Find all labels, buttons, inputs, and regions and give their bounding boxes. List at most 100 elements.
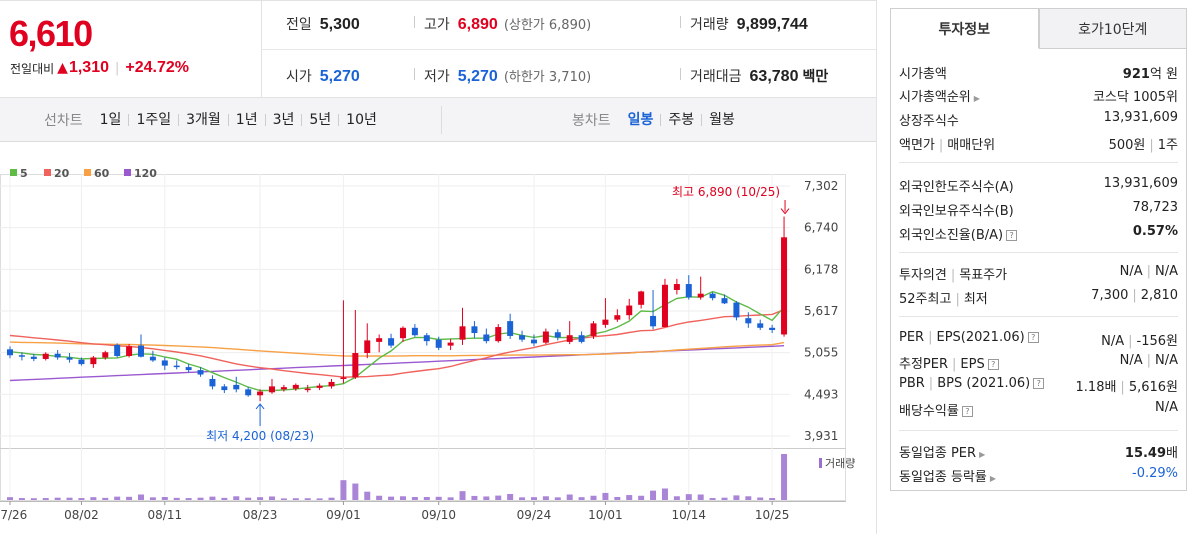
volume-bar [245, 497, 252, 500]
x-tick-label: 10/25 [755, 508, 790, 522]
section-divider [899, 252, 1178, 253]
legend-label: 60 [94, 167, 110, 180]
legend-label: 5 [20, 167, 28, 180]
period-3m[interactable]: 3개월 [178, 113, 228, 127]
volume-bar [221, 497, 228, 500]
est-per-label: 추정PER [899, 357, 949, 372]
period-1y[interactable]: 1년 [227, 113, 265, 127]
dividend-value: N/A [1155, 400, 1178, 415]
sector-change-row[interactable]: 동일업종 등락률 ▶ -0.29% [899, 466, 1178, 485]
high-annotation: 최고 6,890 (10/25) [672, 185, 780, 199]
y-tick-label: 6,740 [804, 221, 838, 235]
candle-body [411, 327, 418, 336]
est-eps-label: EPS [960, 357, 985, 372]
section-divider [899, 162, 1178, 163]
candle-body [733, 302, 740, 318]
legend-swatch [10, 169, 17, 176]
volume-bar [530, 497, 537, 500]
candle-body [709, 293, 716, 299]
volume-bar [578, 497, 585, 500]
candle-body [18, 355, 25, 357]
volume-bar [733, 495, 740, 500]
volume-bar [209, 496, 216, 500]
volume-bar [399, 496, 406, 500]
foreign-limit-label: 외국인한도주식수(A) [899, 180, 1014, 195]
period-weekly[interactable]: 주봉 [660, 113, 701, 127]
period-10y[interactable]: 10년 [338, 113, 384, 127]
lower-limit: (하한가 3,710) [503, 70, 592, 85]
period-daily[interactable]: 일봉 [627, 112, 654, 128]
candle-body [650, 315, 657, 327]
sector-per-row[interactable]: 동일업종 PER ▶ 15.49배 [899, 442, 1178, 461]
pbr-row: PBR | BPS (2021.06)? 1.18배 | 5,616원 [899, 376, 1178, 395]
x-tick-label: 08/02 [64, 508, 99, 522]
opinion-label: 투자의견 [899, 268, 947, 283]
prev-close-label: 전일 [286, 17, 312, 33]
info-body: 시가총액 921억 원 시가총액순위 ▶ 코스닥 1005위 상장주식수 13,9… [890, 48, 1187, 491]
volume-bar [7, 497, 13, 500]
candle-body [507, 321, 514, 336]
candle-chart-group: 봉차트 일봉 주봉 월봉 [572, 98, 742, 142]
low-arrow-icon [255, 403, 265, 410]
investment-info-panel: 투자정보 호가10단계 시가총액 921억 원 시가총액순위 ▶ 코스닥 1005… [876, 0, 1193, 534]
candle-body [30, 356, 37, 359]
volume-bar [638, 495, 645, 500]
candle-body [423, 335, 430, 342]
w52-low-label: 최저 [963, 292, 988, 307]
candle-body [471, 326, 478, 333]
candle-body [78, 359, 85, 365]
foreign-hold-label: 외국인보유주식수(B) [899, 204, 1014, 219]
volume-bar [519, 497, 526, 500]
volume-bar [388, 496, 395, 500]
market-cap-rank-row[interactable]: 시가총액순위 ▶ 코스닥 1005위 [899, 86, 1178, 105]
period-3y[interactable]: 3년 [264, 113, 302, 127]
candle-body [316, 385, 323, 388]
divider [680, 16, 681, 28]
x-tick-label: 09/24 [517, 508, 552, 522]
period-1d[interactable]: 1일 [99, 112, 122, 128]
volume-bar [507, 493, 514, 500]
help-icon[interactable]: ? [987, 359, 999, 370]
par-value-label: 액면가 [899, 138, 935, 153]
candle-body [745, 318, 752, 324]
high-arrow-icon [780, 208, 790, 215]
candle-body [185, 367, 192, 371]
market-cap-label: 시가총액 [899, 67, 947, 82]
divider [680, 68, 681, 80]
volume-bar [673, 496, 680, 500]
tab-orderbook[interactable]: 호가10단계 [1038, 8, 1187, 49]
sector-per-unit: 배 [1166, 446, 1178, 461]
y-tick-label: 4,493 [804, 387, 838, 401]
period-1w[interactable]: 1주일 [128, 113, 178, 127]
volume-bar [161, 496, 168, 500]
toolbar-divider [441, 106, 442, 134]
candle-body [757, 323, 764, 328]
listed-shares-row: 상장주식수 13,931,609 [899, 110, 1178, 129]
par-value-row: 액면가 | 매매단위 500원 | 1주 [899, 138, 1178, 153]
candle-body [721, 298, 728, 304]
candle-body [566, 335, 573, 342]
per-value: N/A [1101, 334, 1125, 349]
candle-body [483, 334, 490, 342]
candle-body [673, 284, 680, 290]
volume-bar [292, 498, 299, 500]
candle-body [530, 339, 537, 344]
opinion-value: N/A [1119, 264, 1143, 279]
candle-body [399, 327, 406, 339]
period-monthly[interactable]: 월봉 [701, 113, 742, 127]
help-icon[interactable]: ? [1006, 230, 1018, 241]
volume-bar [30, 498, 37, 500]
volume-bar [423, 496, 430, 500]
period-5y[interactable]: 5년 [301, 113, 338, 127]
help-icon[interactable]: ? [1033, 378, 1045, 389]
help-icon[interactable]: ? [1027, 332, 1039, 343]
legend-swatch [84, 169, 91, 176]
help-icon[interactable]: ? [961, 406, 973, 417]
upper-limit: (상한가 6,890) [503, 18, 592, 33]
volume-bar [781, 454, 788, 500]
open: 시가 5,270 [286, 66, 360, 86]
dividend-label: 배당수익률 [899, 404, 959, 419]
tab-investment-info[interactable]: 투자정보 [890, 8, 1039, 49]
volume-bar [328, 497, 335, 500]
